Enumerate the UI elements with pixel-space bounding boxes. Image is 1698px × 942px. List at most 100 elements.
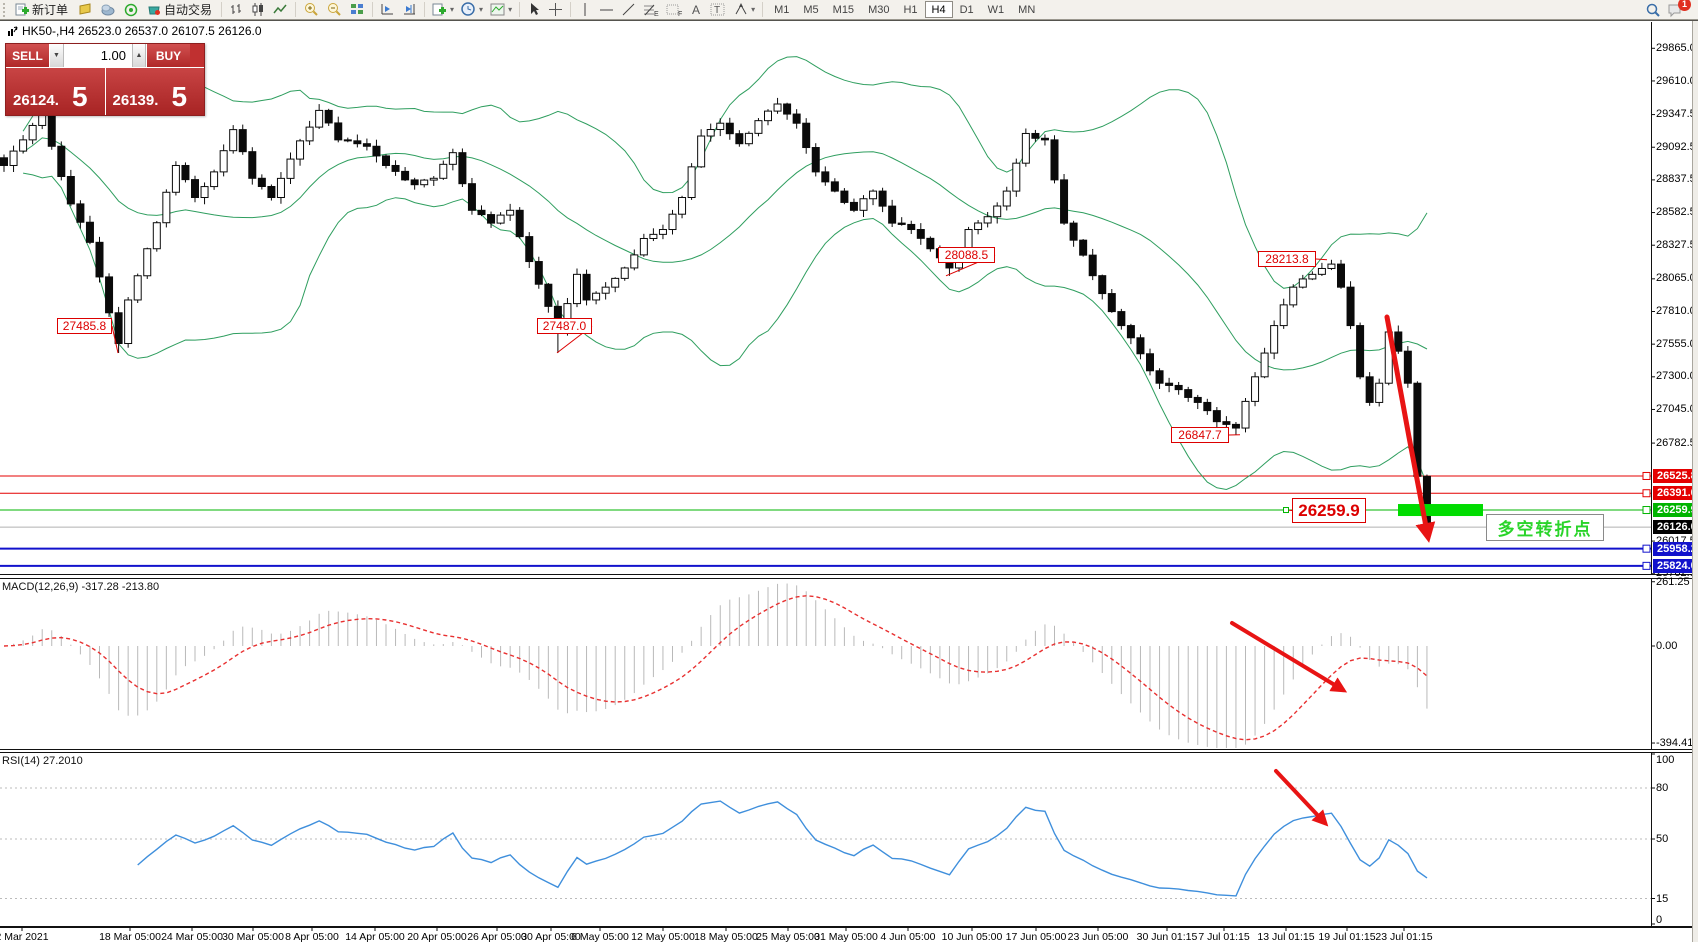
terminal-button[interactable] — [97, 1, 119, 19]
macd-axis-label: 0.00 — [1656, 640, 1678, 652]
timeframe-m5[interactable]: M5 — [803, 4, 819, 16]
price-annotation[interactable]: 27485.8 — [57, 318, 112, 334]
timeframe-w1[interactable]: W1 — [987, 4, 1005, 16]
time-axis-label: 30 Apr 05:00 — [521, 931, 581, 942]
price-annotation[interactable]: 27487.0 — [537, 318, 592, 334]
timeframe-m15[interactable]: M15 — [832, 4, 855, 16]
notifications-icon[interactable]: 1 — [1667, 0, 1691, 18]
shift-chart-button[interactable] — [377, 1, 398, 19]
text-label-button[interactable]: T — [707, 1, 729, 19]
sell-price-display[interactable]: 26124. 5 — [6, 68, 106, 115]
candle-body — [200, 186, 209, 199]
search-icon[interactable] — [1645, 2, 1661, 18]
time-axis-label: 7 Jul 01:15 — [1198, 931, 1250, 942]
toolbar-grip[interactable] — [3, 2, 8, 17]
new-order-button[interactable]: 新订单 — [12, 1, 73, 19]
volume-input[interactable] — [64, 44, 132, 67]
price-axis-label: 28837.5 — [1656, 173, 1696, 186]
candle-body — [0, 157, 8, 166]
auto-trading-icon — [146, 2, 162, 17]
buy-price-display[interactable]: 26139. 5 — [105, 68, 204, 115]
timeframe-h1[interactable]: H1 — [903, 4, 918, 16]
zoom-in-button[interactable] — [300, 1, 322, 19]
timeframe-h4[interactable]: H4 — [924, 1, 953, 18]
market-watch-button[interactable] — [74, 1, 96, 19]
rsi-trend-arrow-object[interactable] — [1274, 769, 1329, 827]
macd-trend-arrow-object[interactable] — [1230, 621, 1348, 693]
sell-price-main: 26124. — [13, 92, 59, 109]
rsi-axis-label: 0 — [1656, 914, 1663, 926]
tile-windows-button[interactable] — [346, 1, 368, 19]
cursor-button[interactable] — [524, 1, 544, 19]
chart-canvas[interactable] — [0, 21, 1698, 942]
candle-body — [1308, 273, 1317, 280]
arrows-icon — [733, 2, 748, 17]
candle-body — [1069, 222, 1078, 241]
timeframe-mn[interactable]: MN — [1018, 4, 1036, 16]
price-annotation[interactable]: 26847.7 — [1171, 427, 1229, 443]
candlesticks-button[interactable] — [248, 1, 269, 19]
time-axis-label: 2 Mar 2021 — [0, 931, 49, 942]
price-annotation[interactable]: 26259.9 — [1292, 498, 1366, 523]
candle-body — [1165, 382, 1174, 386]
candle-body — [544, 283, 553, 307]
candle-body — [1050, 139, 1059, 181]
rsi-axis-label: 80 — [1656, 782, 1669, 794]
candle-body — [907, 223, 916, 231]
auto-trading-label: 自动交易 — [164, 3, 213, 17]
grid-button[interactable]: F — [663, 1, 685, 19]
time-axis-label: 31 May 05:00 — [814, 931, 878, 942]
price-annotation[interactable]: 28213.8 — [1258, 251, 1316, 267]
templates-button[interactable]: ▾ — [487, 1, 515, 19]
toolbar-separator — [570, 2, 572, 17]
rsi-axis-label: 50 — [1656, 833, 1669, 845]
price-tag: 25958.2 — [1653, 541, 1698, 556]
auto-scroll-button[interactable] — [399, 1, 420, 19]
timeframe-m30[interactable]: M30 — [868, 4, 890, 16]
candle-body — [95, 241, 104, 278]
timeframe-m1[interactable]: M1 — [774, 4, 790, 16]
candle-body — [57, 145, 66, 178]
periods-button[interactable]: ▾ — [458, 1, 486, 19]
annotation-handle — [1283, 507, 1289, 514]
arrows-button[interactable]: ▾ — [730, 1, 758, 19]
note-box[interactable]: 多空转折点 — [1486, 514, 1604, 541]
candle-body — [601, 286, 610, 294]
volume-increase-button[interactable]: ▲ — [132, 44, 146, 67]
candle-body — [410, 179, 419, 186]
horizontal-line-icon — [599, 2, 614, 17]
ohlc-bars-button[interactable] — [226, 1, 247, 19]
price-axis-label: 27555.0 — [1656, 337, 1696, 350]
fibonacci-button[interactable]: E — [640, 1, 662, 19]
vertical-line-button[interactable] — [575, 1, 595, 19]
text-button[interactable]: A — [686, 1, 706, 19]
line-end-marker — [1642, 471, 1651, 480]
time-axis-label: 6 May 05:00 — [571, 931, 629, 942]
candle-body — [811, 147, 820, 173]
buy-button[interactable]: BUY — [146, 44, 190, 67]
price-annotation[interactable]: 28088.5 — [938, 247, 995, 263]
time-axis-label: 17 Jun 05:00 — [1005, 931, 1067, 942]
trendline-button[interactable] — [618, 1, 639, 19]
auto-trading-button[interactable]: 自动交易 — [143, 1, 217, 19]
sell-button[interactable]: SELL — [6, 44, 50, 67]
candle-body — [697, 135, 706, 168]
timeframe-d1[interactable]: D1 — [959, 4, 974, 16]
horizontal-line-button[interactable] — [596, 1, 617, 19]
candle-body — [1040, 137, 1049, 141]
price-tag: 26391.0 — [1653, 486, 1698, 501]
signals-button[interactable] — [120, 1, 142, 19]
line-chart-button[interactable] — [270, 1, 291, 19]
chart-window-icon — [7, 26, 18, 37]
signals-icon — [123, 2, 139, 17]
trend-arrow-object[interactable] — [1384, 314, 1436, 543]
highlight-bar-object[interactable] — [1398, 504, 1483, 517]
zoom-out-button[interactable] — [323, 1, 345, 19]
time-axis-label: 30 Mar 05:00 — [222, 931, 284, 942]
candle-body — [1394, 331, 1403, 352]
toolbar-separator — [221, 2, 223, 17]
crosshair-button[interactable] — [545, 1, 566, 19]
indicators-button[interactable]: ▾ — [429, 1, 457, 19]
candle-body — [343, 139, 352, 142]
volume-decrease-button[interactable]: ▼ — [50, 44, 64, 67]
